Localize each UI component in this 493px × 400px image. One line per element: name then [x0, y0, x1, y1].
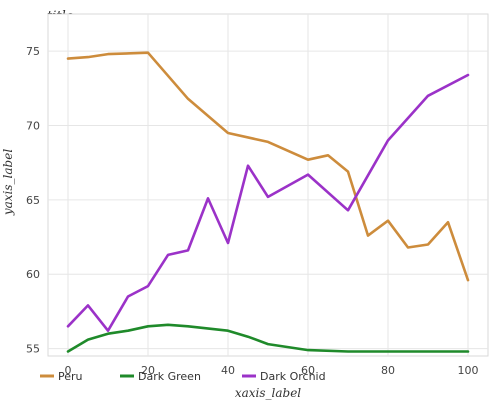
- legend-label-dark-green: Dark Green: [138, 370, 201, 383]
- grid: [48, 14, 488, 356]
- series-line-peru: [66, 51, 470, 282]
- x-tick-label: 40: [221, 364, 235, 377]
- x-tick-label: 100: [458, 364, 479, 377]
- y-tick-label: 60: [26, 268, 40, 281]
- legend-label-dark-orchid: Dark Orchid: [260, 370, 326, 383]
- series-line-dark-green: [66, 323, 470, 353]
- y-tick-label: 55: [26, 343, 40, 356]
- legend: Peru Dark Green Dark Orchid: [40, 370, 326, 383]
- x-tick-label: 0: [65, 364, 72, 377]
- y-tick-label: 70: [26, 120, 40, 133]
- x-tick-label: 20: [141, 364, 155, 377]
- x-axis-title: xaxis_label: [235, 386, 301, 400]
- x-tick-label: 80: [381, 364, 395, 377]
- plot-frame: [47, 13, 489, 357]
- y-axis-title: yaxis_label: [1, 149, 15, 216]
- x-tick-label: 60: [301, 364, 315, 377]
- series-layer: [66, 51, 470, 353]
- y-axis-ticks: 55 60 65 70 75: [26, 45, 40, 355]
- legend-label-peru: Peru: [58, 370, 83, 383]
- x-axis-ticks: 0 20 40 60 80 100: [65, 364, 479, 377]
- series-line-dark-orchid: [66, 73, 470, 332]
- y-tick-label: 75: [26, 45, 40, 58]
- y-tick-label: 65: [26, 194, 40, 207]
